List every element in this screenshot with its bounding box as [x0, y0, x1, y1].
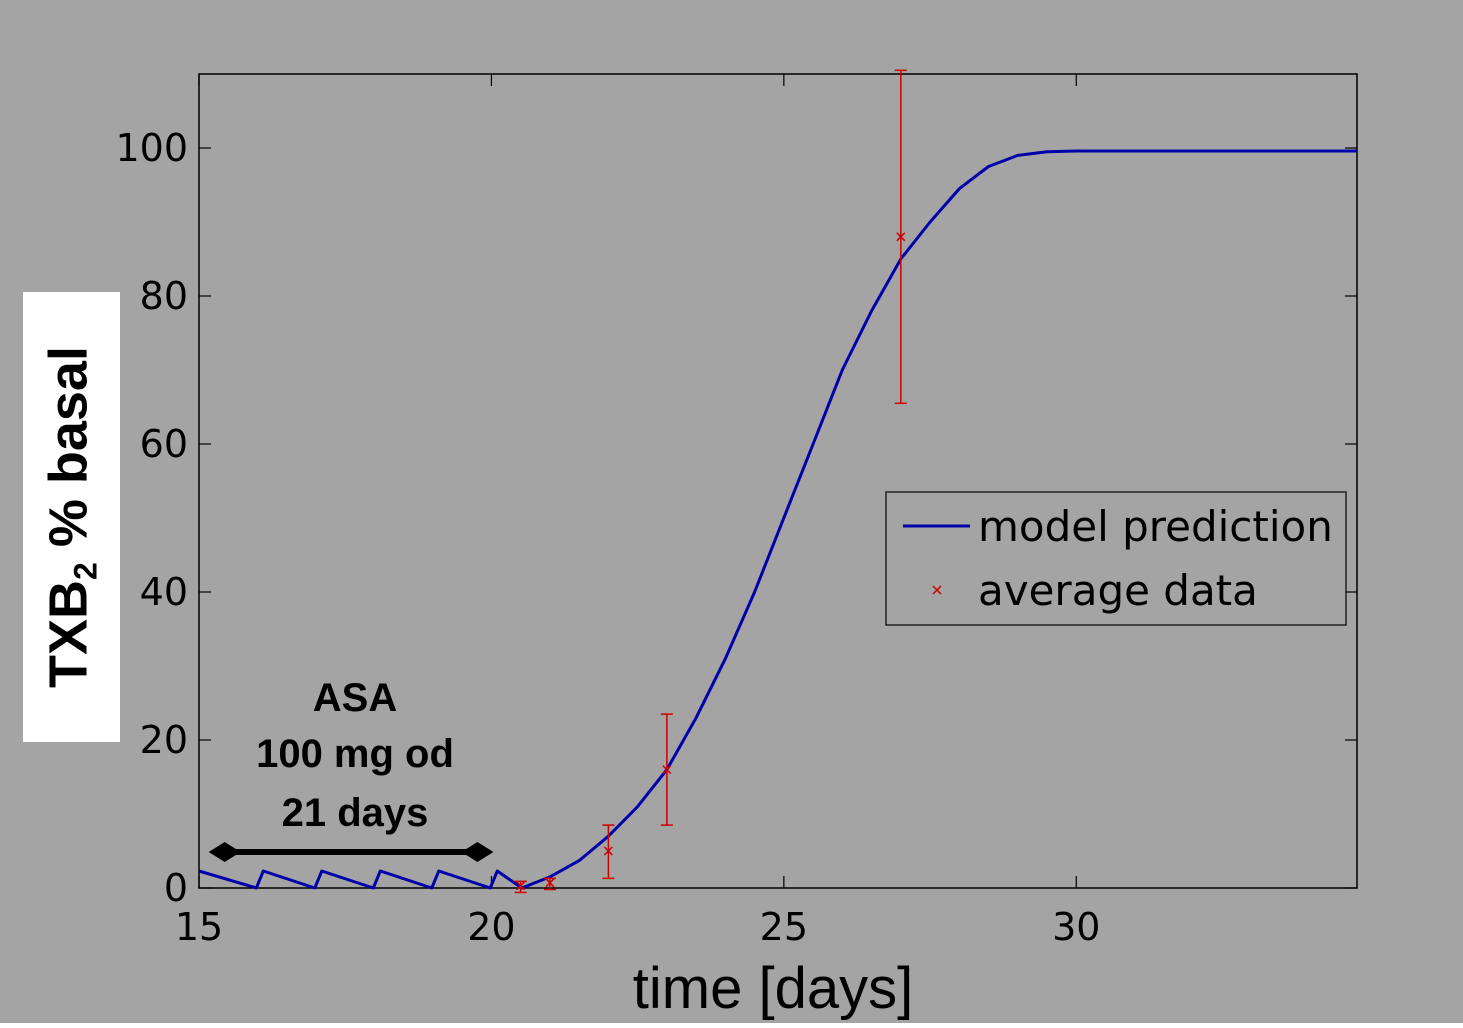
y-tick-label: 60 [140, 422, 188, 466]
legend-label-data: average data [978, 566, 1258, 615]
x-axis-label: time [days] [633, 956, 913, 1021]
data-point [543, 877, 556, 891]
x-tick-label: 15 [175, 905, 223, 949]
data-marker [662, 765, 672, 775]
plot-area [198, 73, 1358, 889]
data-marker [545, 878, 555, 888]
y-axis-label-main: TXB [38, 579, 99, 688]
asa-arrow-head-left [208, 842, 241, 862]
data-point [894, 69, 907, 405]
y-axis-label-suffix: % basal [38, 346, 99, 563]
legend-label-model: model prediction [978, 502, 1333, 551]
asa-annotation-line: 100 mg od [256, 732, 454, 776]
data-point [514, 880, 527, 894]
legend-marker-sample [932, 585, 942, 595]
legend: model prediction average data [885, 491, 1347, 626]
y-tick-label: 20 [140, 718, 188, 762]
x-tick-label: 20 [467, 905, 515, 949]
y-tick-label: 100 [115, 126, 188, 170]
y-axis-label-box [23, 292, 120, 742]
data-point [660, 713, 673, 826]
y-tick-label: 0 [164, 866, 188, 910]
legend-box [885, 491, 1347, 626]
asa-annotation-line: 21 days [282, 791, 429, 835]
x-tick-label: 25 [760, 905, 808, 949]
model-prediction-line [198, 149, 1357, 890]
data-marker [516, 881, 526, 891]
data-marker [603, 846, 613, 856]
y-axis-label-subscript: 2 [67, 562, 104, 580]
data-point [602, 824, 615, 880]
data-marker [896, 232, 906, 242]
x-tick-label: 30 [1052, 905, 1100, 949]
y-tick-label: 40 [140, 570, 188, 614]
asa-annotation: ASA 100 mg od 21 days [208, 676, 494, 862]
y-axis-label: TXB2 % basal [38, 346, 105, 688]
y-tick-label: 80 [140, 274, 188, 318]
asa-arrow-head-right [461, 842, 494, 862]
asa-annotation-line: ASA [313, 676, 397, 720]
